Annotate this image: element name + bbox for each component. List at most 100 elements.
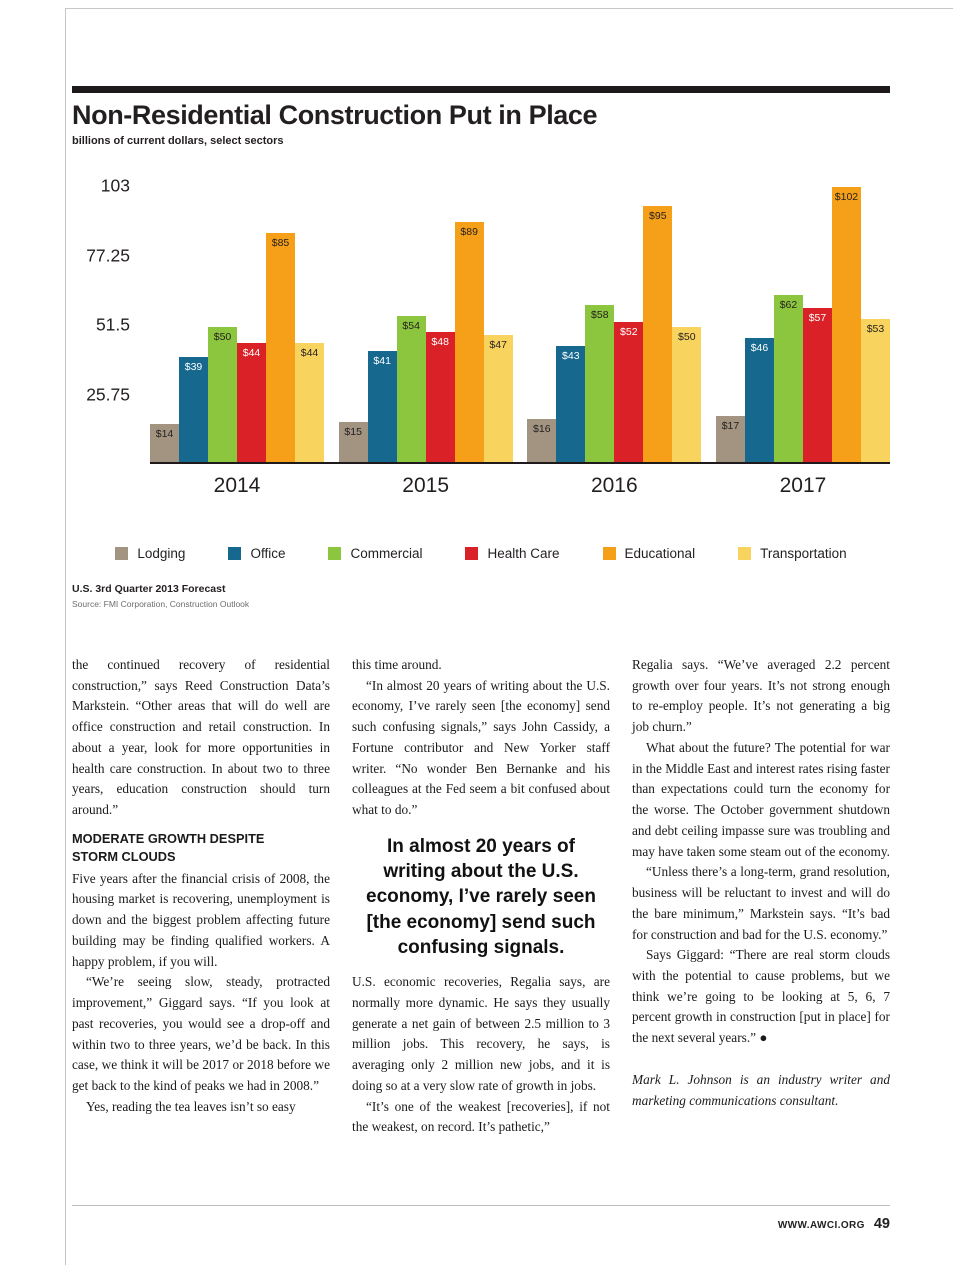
legend-swatch — [738, 547, 752, 560]
paragraph: Says Giggard: “There are real storm clou… — [632, 947, 890, 1046]
bar-group: $17 $46 $62 $57 $102 $53 2017 — [715, 186, 890, 497]
article-column-1: the continued recovery of residential co… — [72, 655, 330, 1138]
legend-item: Office — [228, 546, 285, 561]
y-axis-tick: 77.25 — [86, 245, 130, 265]
bar-transportation: $44 — [295, 343, 324, 462]
bar-commercial: $62 — [773, 294, 803, 462]
bar-value-label: $62 — [779, 298, 798, 311]
chart-source-note: Source: FMI Corporation, Construction Ou… — [72, 599, 250, 609]
bar-commercial: $54 — [396, 316, 426, 462]
paragraph: What about the future? The potential for… — [632, 739, 890, 859]
bar-value-label: $89 — [460, 225, 478, 238]
bar-educational: $85 — [266, 232, 295, 462]
bar-group: $16 $43 $58 $52 $95 $50 2016 — [527, 205, 702, 497]
bar-lodging: $16 — [527, 418, 557, 462]
chart-subtitle: billions of current dollars, select sect… — [72, 135, 284, 147]
y-axis-tick: 51.5 — [95, 314, 130, 335]
legend-item: Educational — [602, 546, 696, 561]
legend-label: Office — [250, 546, 286, 561]
bar-value-label: $85 — [271, 236, 290, 249]
bar-office: $43 — [556, 345, 586, 462]
y-axis-tick: 25.75 — [86, 384, 130, 404]
bar-group: $14 $39 $50 $44 $85 $44 2014 — [150, 232, 324, 497]
legend-label: Educational — [624, 546, 696, 561]
bar-value-label: $52 — [620, 325, 638, 338]
section-subhead: MODERATE GROWTH DESPITE STORM CLOUDS — [72, 830, 265, 864]
bar-group: $15 $41 $54 $48 $89 $47 2015 — [338, 221, 513, 497]
bar-transportation: $47 — [483, 335, 513, 462]
bar-value-label: $95 — [649, 209, 667, 222]
chart-plot: $14 $39 $50 $44 $85 $44 2014 $15 $41 $54 $48 $89 $47… — [150, 186, 890, 497]
article-column-2: this time around. “In almost 20 years of… — [352, 655, 610, 1138]
bar-educational: $102 — [831, 186, 861, 462]
paragraph: “Unless there’s a long-term, grand resol… — [632, 864, 890, 942]
bar-commercial: $58 — [585, 305, 615, 462]
legend-item: Lodging — [115, 546, 185, 561]
bar-health-care: $52 — [614, 321, 644, 462]
chart-forecast-note: U.S. 3rd Quarter 2013 Forecast — [72, 583, 226, 595]
paragraph: “In almost 20 years of writing about the… — [352, 677, 610, 818]
bar-office: $41 — [367, 351, 397, 462]
bar-transportation: $50 — [672, 327, 702, 462]
legend-swatch — [328, 547, 342, 560]
page-footer: WWW.AWCI.ORG 49 — [72, 1205, 890, 1233]
bar-value-label: $50 — [678, 331, 696, 344]
legend-label: Commercial — [350, 546, 423, 561]
bar-value-label: $14 — [155, 428, 174, 441]
bar-value-label: $41 — [373, 355, 391, 368]
x-axis-label: 2015 — [402, 474, 450, 497]
paragraph: “We’re seeing slow, steady, protracted i… — [72, 974, 330, 1094]
paragraph: Regalia says. “We’ve averaged 2.2 percen… — [632, 657, 890, 735]
bar-educational: $95 — [643, 205, 673, 462]
page-edge-top — [65, 8, 953, 9]
bar-value-label: $39 — [184, 360, 203, 373]
bar-value-label: $102 — [834, 190, 859, 203]
legend-item: Commercial — [328, 546, 422, 561]
chart-groups: $14 $39 $50 $44 $85 $44 2014 $15 $41 $54 $48 $89 $47… — [150, 186, 890, 497]
bar-office: $46 — [744, 337, 774, 462]
bar-value-label: $54 — [402, 320, 420, 333]
legend-swatch — [228, 547, 242, 560]
x-axis-label: 2017 — [779, 474, 827, 497]
bar-value-label: $15 — [344, 425, 362, 438]
bar-health-care: $44 — [237, 343, 266, 462]
y-axis-tick: 103 — [100, 175, 130, 196]
bar-value-label: $44 — [242, 347, 261, 360]
bar-commercial: $50 — [208, 327, 237, 462]
website-url: WWW.AWCI.ORG — [777, 1220, 865, 1231]
bar-value-label: $58 — [591, 309, 609, 322]
pull-quote: In almost 20 years of writing about the … — [366, 835, 596, 958]
bar-lodging: $14 — [150, 424, 179, 462]
bar-value-label: $17 — [721, 420, 740, 433]
page-edge-left — [65, 8, 66, 1265]
bar-value-label: $50 — [213, 331, 232, 344]
chart-title: Non-Residential Construction Put in Plac… — [72, 100, 598, 130]
bar-health-care: $57 — [802, 308, 832, 462]
chart-y-axis: 103 77.25 51.5 25.75 — [72, 176, 150, 464]
paragraph: the continued recovery of residential co… — [72, 657, 330, 818]
legend-swatch — [602, 547, 616, 560]
paragraph: “It’s one of the weakest [recoveries], i… — [352, 1098, 610, 1135]
legend-swatch — [465, 547, 479, 560]
article-body: the continued recovery of residential co… — [72, 655, 890, 1138]
paragraph: U.S. economic recoveries, Regalia says, … — [352, 974, 610, 1093]
paragraph: Five years after the financial crisis of… — [72, 870, 330, 969]
author-bio: Mark L. Johnson is an industry writer an… — [632, 1071, 890, 1108]
bar-value-label: $16 — [533, 422, 551, 435]
bar-transportation: $53 — [860, 318, 890, 462]
paragraph: Yes, reading the tea leaves isn’t so eas… — [86, 1098, 296, 1114]
x-axis-label: 2016 — [590, 474, 638, 497]
magazine-page: Non-Residential Construction Put in Plac… — [72, 0, 890, 1232]
bar-value-label: $47 — [489, 339, 507, 352]
legend-label: Health Care — [487, 546, 560, 561]
legend-label: Transportation — [760, 546, 847, 561]
bar-value-label: $46 — [750, 341, 769, 354]
bar-lodging: $17 — [715, 416, 745, 462]
legend-item: Health Care — [465, 546, 560, 561]
bar-value-label: $43 — [562, 349, 580, 362]
bar-value-label: $57 — [808, 312, 827, 325]
bar-value-label: $53 — [866, 322, 885, 335]
bar-office: $39 — [179, 356, 208, 462]
legend-label: Lodging — [137, 546, 186, 561]
bar-educational: $89 — [454, 221, 484, 462]
